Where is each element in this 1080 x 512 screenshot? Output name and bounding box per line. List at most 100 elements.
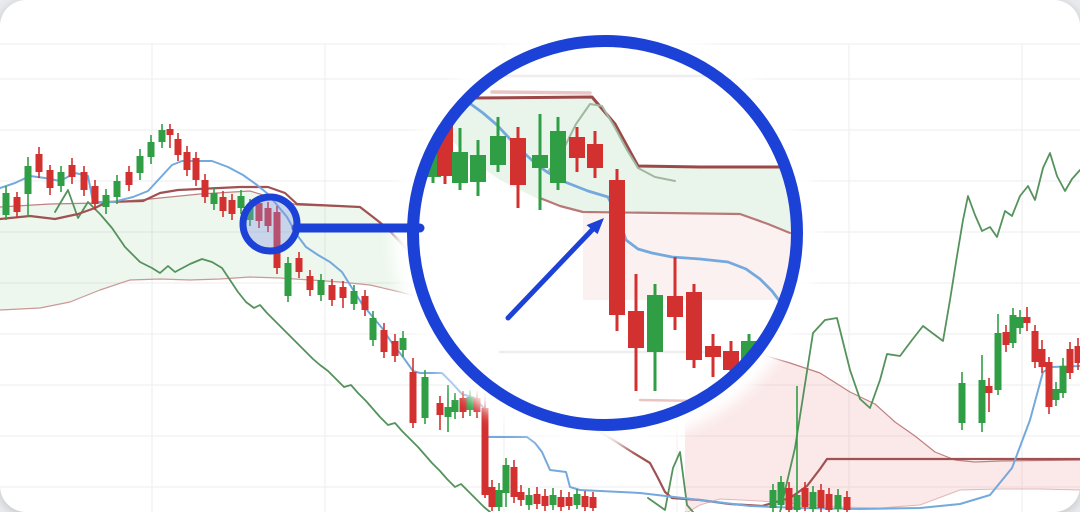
- candle-body: [295, 258, 303, 272]
- candle-body: [255, 203, 263, 221]
- candle-body: [541, 496, 549, 506]
- candle-body: [1031, 331, 1039, 362]
- magnified-tenkan-sen-line: [444, 84, 783, 305]
- magnified-candle-body: [686, 292, 702, 360]
- candle-body: [57, 172, 65, 186]
- candle-body: [237, 196, 245, 208]
- candle-body: [409, 372, 417, 423]
- candle-body: [994, 333, 1002, 390]
- candle-body: [1009, 315, 1017, 343]
- magnified-candle-body: [510, 138, 526, 185]
- candle-body: [488, 487, 496, 507]
- magnified-candle-body: [452, 152, 468, 183]
- candle-body: [565, 497, 573, 506]
- candle-body: [13, 197, 21, 212]
- magnified-candle-body: [490, 136, 506, 165]
- candle-body: [436, 403, 444, 415]
- candle-body: [801, 488, 809, 507]
- candle-body: [35, 154, 43, 172]
- candle-body: [1059, 366, 1067, 393]
- magnified-candle-body: [532, 155, 548, 168]
- highlight-small-circle: [239, 193, 301, 255]
- candle-body: [174, 139, 182, 155]
- candle-body: [147, 142, 155, 157]
- candle-body: [317, 280, 325, 295]
- candle-body: [777, 482, 785, 505]
- candle-body: [166, 129, 174, 135]
- candle-body: [201, 180, 209, 197]
- magnified-candle-body: [609, 180, 625, 315]
- magnified-cloud-upper-edge: [490, 90, 592, 95]
- magnified-senkou-a-line: [538, 196, 792, 235]
- candle-body: [91, 186, 99, 204]
- candle-body: [361, 296, 369, 310]
- candle-body: [136, 156, 144, 173]
- candle-body: [125, 172, 133, 185]
- candle-body: [183, 152, 191, 170]
- candle-body: [510, 467, 518, 497]
- candle-body: [1066, 349, 1074, 373]
- candle-body: [192, 158, 200, 180]
- candle-body: [2, 193, 10, 215]
- candle-body: [1052, 389, 1060, 400]
- magnified-candle-body: [723, 351, 739, 370]
- candle-body: [339, 287, 347, 298]
- candle-body: [380, 330, 388, 352]
- candle-body: [1002, 332, 1010, 345]
- candle-body: [246, 206, 254, 220]
- candle-body: [978, 380, 986, 423]
- candle-body: [369, 318, 377, 340]
- magnified-candle-body: [705, 346, 721, 357]
- magnified-candle-body: [647, 295, 663, 352]
- candle-body: [1038, 349, 1046, 367]
- candle-body: [350, 291, 358, 304]
- candle-body: [80, 172, 88, 190]
- candle-body: [573, 494, 581, 505]
- candle-body: [1074, 346, 1080, 363]
- candle-body: [793, 495, 801, 510]
- candle-body: [399, 338, 407, 350]
- candle-body: [466, 397, 474, 410]
- candle-body: [958, 383, 966, 423]
- candle-body: [219, 197, 227, 211]
- chikou-span-line: [779, 152, 1080, 512]
- bearish-cloud: [685, 300, 1080, 512]
- candle-body: [273, 212, 281, 268]
- candle-body: [158, 130, 166, 142]
- candle-body: [1023, 317, 1031, 323]
- candle-body: [533, 494, 541, 504]
- magnified-candle-body: [569, 137, 585, 158]
- candle-body: [481, 408, 489, 495]
- candle-body: [834, 495, 842, 509]
- candle-body: [459, 398, 467, 412]
- candle-body: [495, 490, 503, 507]
- candle-body: [264, 208, 272, 226]
- candle-body: [46, 170, 54, 188]
- magnifier-halo: [392, 20, 818, 446]
- candle-body: [589, 497, 597, 508]
- candle-body: [525, 495, 533, 505]
- candle-body: [473, 398, 481, 412]
- magnified-candle-body: [550, 131, 566, 183]
- annotation-arrow-shaft: [505, 226, 596, 321]
- annotation-layer: [239, 35, 803, 431]
- candle-body: [502, 465, 510, 493]
- magnified-candle-body: [470, 155, 486, 182]
- candle-body: [1045, 362, 1053, 407]
- candle-body: [306, 276, 314, 290]
- candle-body: [284, 263, 292, 296]
- bullish-cloud-bottom-border: [0, 276, 466, 313]
- candle-body: [113, 181, 121, 197]
- candle-body: [68, 165, 76, 177]
- candle-body: [825, 494, 833, 510]
- candle-body: [843, 497, 851, 510]
- chikou-span-line: [54, 189, 491, 512]
- chikou-span-line: [647, 451, 694, 512]
- candle-body: [328, 285, 336, 300]
- candle-body: [421, 377, 429, 418]
- candle-body: [1016, 317, 1024, 328]
- candlestick-series: [2, 124, 1080, 512]
- candle-body: [557, 497, 565, 507]
